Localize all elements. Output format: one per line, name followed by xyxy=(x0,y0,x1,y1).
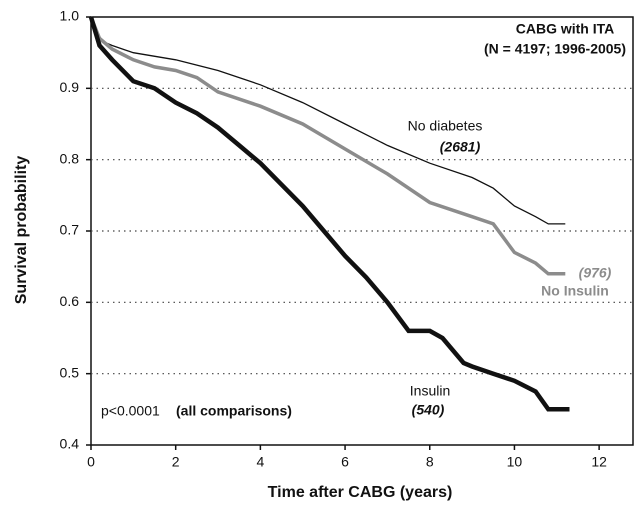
y-tick-label: 0.5 xyxy=(60,364,80,380)
y-tick-label: 0.9 xyxy=(60,79,80,95)
y-tick-label: 0.7 xyxy=(60,222,80,238)
y-tick-label: 0.6 xyxy=(60,293,80,309)
annotation: p<0.0001 xyxy=(101,403,160,419)
x-tick-label: 10 xyxy=(507,454,523,470)
y-tick-label: 0.8 xyxy=(60,150,80,166)
series-label: No diabetes xyxy=(408,118,483,134)
x-tick-label: 2 xyxy=(172,454,180,470)
x-tick-label: 12 xyxy=(591,454,607,470)
y-axis-label: Survival probability xyxy=(13,156,30,305)
series-count: (976) xyxy=(579,265,612,281)
y-tick-label: 1.0 xyxy=(60,8,80,24)
survival-curve xyxy=(88,16,570,412)
series-label: Insulin xyxy=(410,383,450,399)
x-axis-label: Time after CABG (years) xyxy=(268,484,453,501)
series-label: No Insulin xyxy=(541,283,609,299)
x-tick-label: 6 xyxy=(341,454,349,470)
x-tick-label: 0 xyxy=(87,454,95,470)
series-count: (2681) xyxy=(440,139,481,155)
annotation: (all comparisons) xyxy=(176,403,292,419)
chart-subtitle: (N = 4197; 1996-2005) xyxy=(484,41,626,57)
survival-curve xyxy=(89,16,566,276)
series-count: (540) xyxy=(412,402,445,418)
x-tick-label: 4 xyxy=(256,454,264,470)
y-tick-label: 0.4 xyxy=(60,436,80,452)
survival-curve xyxy=(90,16,566,225)
x-tick-label: 8 xyxy=(426,454,434,470)
chart-title: CABG with ITA xyxy=(516,21,615,37)
